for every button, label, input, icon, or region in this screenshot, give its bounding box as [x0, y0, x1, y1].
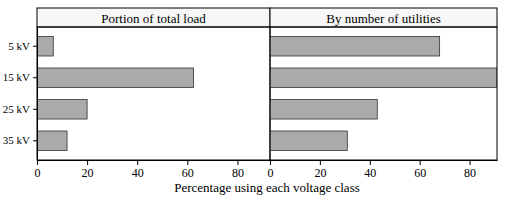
bar	[37, 99, 87, 119]
tick: 35 kV	[3, 134, 37, 146]
strip	[37, 8, 270, 27]
tick-label: 20	[82, 166, 94, 180]
tick-mark	[270, 160, 271, 165]
bar	[270, 36, 440, 56]
tick-label: 40	[364, 166, 376, 180]
tick: 0	[35, 160, 41, 180]
tick-mark	[33, 46, 37, 47]
tick-mark	[33, 140, 37, 141]
tick: 80	[464, 160, 476, 180]
axis-line	[38, 160, 271, 161]
tick-label: 25 kV	[3, 103, 30, 115]
tick: 80	[232, 160, 244, 180]
tick-mark	[33, 109, 37, 110]
figure: Portion of total load 0 20 40 60 80 5 kV 15 kV 2…	[0, 0, 511, 202]
tick-mark	[33, 77, 37, 78]
bar	[270, 131, 347, 151]
axis-line	[37, 28, 38, 161]
tick-mark	[37, 160, 38, 165]
tick: 40	[132, 160, 144, 180]
bar	[270, 99, 377, 119]
panel: By number of utilities 0 20 40 60 80	[268, 8, 498, 180]
plot-frame	[37, 27, 270, 160]
bars	[37, 36, 194, 150]
tick: 40	[364, 160, 376, 180]
tick: 25 kV	[3, 103, 37, 115]
bar	[37, 131, 67, 151]
panel-title: By number of utilities	[326, 11, 440, 26]
panel: Portion of total load 0 20 40 60 80 5 kV 15 kV 2…	[3, 8, 271, 180]
tick-label: 40	[132, 166, 144, 180]
tick: 60	[182, 160, 194, 180]
tick: 20	[82, 160, 94, 180]
tick: 60	[414, 160, 426, 180]
tick-mark	[187, 160, 188, 165]
tick-label: 5 kV	[8, 40, 30, 52]
x-axis: 0 20 40 60 80	[35, 160, 271, 180]
tick-mark	[137, 160, 138, 165]
tick-label: 80	[232, 166, 244, 180]
tick-label: 80	[464, 166, 476, 180]
tick-label: 0	[35, 166, 41, 180]
tick-mark	[320, 160, 321, 165]
tick-label: 35 kV	[3, 134, 30, 146]
panel-title: Portion of total load	[101, 11, 206, 26]
bar	[37, 68, 194, 88]
tick-mark	[87, 160, 88, 165]
tick: 15 kV	[3, 71, 37, 83]
bars	[270, 36, 497, 150]
tick-label: 15 kV	[3, 71, 30, 83]
y-axis: 5 kV 15 kV 25 kV 35 kV	[3, 28, 38, 161]
tick-label: 20	[314, 166, 326, 180]
tick-label: 60	[182, 166, 194, 180]
tick-label: 0	[268, 166, 274, 180]
x-axis: 0 20 40 60 80	[268, 160, 498, 180]
tick: 0	[268, 160, 274, 180]
strip	[270, 8, 497, 27]
tick: 20	[314, 160, 326, 180]
plot-frame	[270, 27, 497, 160]
x-axis-title: Percentage using each voltage class	[174, 180, 360, 195]
axis-line	[271, 160, 498, 161]
bar	[37, 36, 53, 56]
bar	[270, 68, 497, 88]
tick-mark	[237, 160, 238, 165]
tick-mark	[470, 160, 471, 165]
tick-label: 60	[414, 166, 426, 180]
tick-mark	[370, 160, 371, 165]
tick-mark	[420, 160, 421, 165]
tick: 5 kV	[8, 40, 37, 52]
